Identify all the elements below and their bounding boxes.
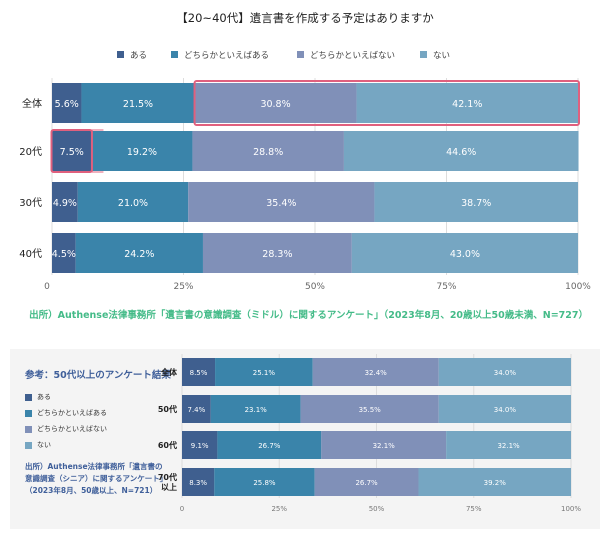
highlight-box-total (193, 80, 581, 126)
reference-legend: ある どちらかといえばある どちらかといえばない ない (25, 389, 107, 453)
category-label: 20代 (19, 146, 42, 158)
legend-swatch-1 (171, 51, 178, 58)
bar-segment (77, 182, 189, 222)
data-label: 28.8% (253, 147, 283, 158)
legend-swatch-dochiraka-nai (25, 425, 32, 433)
data-label: 28.3% (262, 249, 292, 260)
legend-swatch-2 (297, 51, 304, 58)
legend-swatch-0 (117, 51, 124, 58)
reference-legend-item: どちらかといえばない (25, 421, 107, 437)
data-label: 44.6% (446, 147, 476, 158)
bar-segment (356, 83, 578, 123)
data-label: 19.2% (127, 147, 157, 158)
x-tick-label: 0 (44, 282, 50, 292)
reference-source-note: 出所）Authense法律事務所「遺言書の 意識調査（シニア）に関するアンケート… (25, 461, 168, 497)
data-label: 24.2% (124, 249, 154, 260)
reference-title: 参考：50代以上のアンケート結果 (25, 370, 171, 381)
bar-segment (91, 131, 193, 171)
data-label: 35.4% (266, 198, 296, 209)
bar-segment (202, 233, 352, 273)
legend-swatch-aru (25, 393, 32, 401)
x-tick-label: 50% (305, 282, 325, 292)
x-tick-label: 75% (436, 282, 456, 292)
main-chart-title: 【20~40代】遺言書を作成する予定はありますか (176, 11, 434, 25)
reference-source-line: （2023年8月、50歳以上、N=721） (25, 486, 158, 495)
bar-segment (188, 182, 375, 222)
reference-legend-item: どちらかといえばある (25, 405, 107, 421)
bar-segment (52, 233, 76, 273)
data-label: 21.0% (118, 198, 148, 209)
category-label: 30代 (19, 197, 42, 209)
reference-legend-item: ある (25, 389, 107, 405)
category-label: 40代 (19, 248, 42, 260)
legend-swatch-dochiraka-aru (25, 409, 32, 417)
bar-segment (81, 83, 195, 123)
bar-segment (351, 233, 578, 273)
bar-segment (75, 233, 203, 273)
reference-legend-label: どちらかといえばある (37, 409, 107, 417)
bar-segment (343, 131, 579, 171)
data-label: 30.8% (260, 99, 290, 110)
data-label: 42.1% (452, 99, 482, 110)
reference-source-line: 出所）Authense法律事務所「遺言書の (25, 462, 163, 471)
legend-label: どちらかといえばない (310, 51, 395, 61)
data-label: 43.0% (450, 249, 480, 260)
bar-segment (194, 83, 357, 123)
legend-swatch-3 (420, 51, 427, 58)
data-label: 7.5% (60, 147, 84, 158)
data-label: 21.5% (123, 99, 153, 110)
highlight-box-20s (50, 129, 93, 173)
data-label: 5.6% (55, 99, 79, 110)
x-tick-label: 25% (173, 282, 193, 292)
bar-segment (52, 182, 78, 222)
bar-segment (192, 131, 344, 171)
x-tick-label: 100% (565, 282, 591, 292)
legend-label: どちらかといえばある (184, 51, 269, 61)
bar-segment (52, 83, 82, 123)
main-source-note: 出所）Authense法律事務所「遺言書の意識調査（ミドル）に関するアンケート」… (29, 310, 588, 321)
data-label: 4.9% (53, 198, 77, 209)
reference-legend-item: ない (25, 437, 107, 453)
reference-legend-label: どちらかといえばない (37, 425, 107, 433)
legend-label: ない (433, 51, 450, 61)
reference-legend-label: ない (37, 441, 51, 449)
reference-legend-label: ある (37, 393, 51, 401)
legend-swatch-nai (25, 441, 32, 449)
data-label: 4.5% (52, 249, 76, 260)
reference-source-line: 意識調査（シニア）に関するアンケート」 (25, 474, 168, 483)
category-label: 全体 (22, 97, 42, 110)
bar-segment (52, 131, 92, 171)
data-label: 38.7% (461, 198, 491, 209)
legend-label: ある (130, 51, 147, 61)
bar-segment (374, 182, 578, 222)
